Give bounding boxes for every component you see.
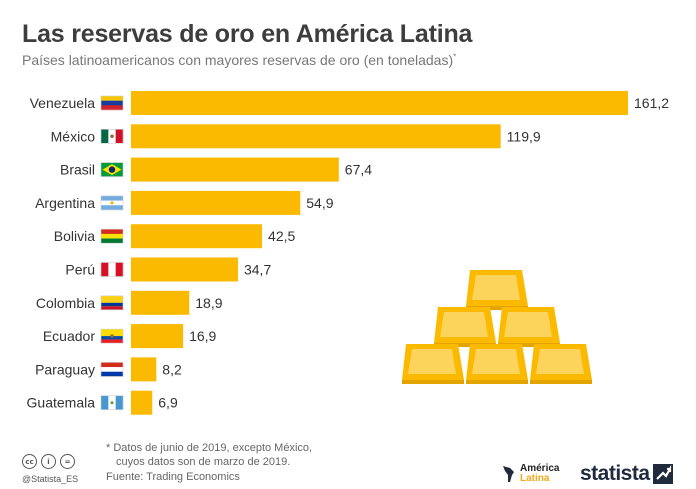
- bar-chart: Venezuela 161,2 México 119,9 Brasil 67,4 Argen…: [27, 91, 669, 415]
- latin-america-map-icon: [503, 466, 514, 482]
- bar-mexico: [131, 124, 501, 149]
- value-label-venezuela: 161,2: [634, 95, 669, 111]
- value-label-mexico: 119,9: [507, 128, 541, 144]
- value-label-bolivia: 42,5: [268, 228, 295, 244]
- category-label-venezuela: Venezuela: [30, 95, 96, 111]
- value-label-ecuador: 16,9: [189, 328, 216, 344]
- no-derivatives-icon: =: [60, 454, 75, 469]
- category-label-ecuador: Ecuador: [43, 328, 95, 344]
- paraguay-flag-icon: [100, 362, 124, 377]
- gold-bars-pyramid-icon: [402, 270, 592, 384]
- category-label-colombia: Colombia: [36, 295, 95, 311]
- footnote: * Datos de junio de 2019, excepto México…: [106, 441, 312, 469]
- bar-paraguay: [131, 357, 157, 382]
- attribution-icon: i: [41, 454, 56, 469]
- category-label-paraguay: Paraguay: [35, 361, 95, 377]
- peru-flag-icon: [100, 262, 124, 277]
- argentina-flag-icon: [100, 195, 124, 211]
- value-label-colombia: 18,9: [195, 295, 222, 311]
- america-text: América: [520, 463, 560, 474]
- creative-commons-icons: cc i =: [22, 454, 75, 469]
- category-label-peru: Perú: [65, 262, 95, 278]
- value-label-argentina: 54,9: [306, 195, 333, 211]
- bar-colombia: [131, 290, 190, 315]
- value-label-peru: 34,7: [244, 262, 271, 278]
- america-latina-text: América Latina: [520, 464, 559, 484]
- brazil-flag-icon: [100, 162, 124, 177]
- venezuela-flag-icon: [100, 95, 124, 111]
- bar-argentina: [131, 190, 301, 215]
- america-latina-logo: América Latina: [502, 462, 564, 484]
- mexico-flag-icon: [100, 129, 124, 144]
- bolivia-flag-icon: [100, 228, 124, 244]
- latina-text: Latina: [520, 473, 550, 484]
- colombia-flag-icon: [100, 295, 124, 311]
- footnote-line-1: * Datos de junio de 2019, excepto México…: [106, 442, 313, 454]
- value-label-paraguay: 8,2: [162, 361, 182, 377]
- value-label-guatemala: 6,9: [158, 395, 178, 411]
- bar-peru: [131, 257, 238, 282]
- category-label-mexico: México: [51, 128, 96, 144]
- chart-title: Las reservas de oro en América Latina: [22, 20, 473, 48]
- ecuador-flag-icon: [100, 328, 124, 344]
- statista-handle[interactable]: @Statista_ES: [22, 474, 79, 484]
- cc-icon: cc: [22, 454, 37, 469]
- category-label-brasil: Brasil: [60, 162, 95, 178]
- source-text: Fuente: Trading Economics: [106, 471, 240, 483]
- category-label-argentina: Argentina: [35, 195, 95, 211]
- bar-ecuador: [131, 324, 184, 349]
- footnote-line-2: cuyos datos son de marzo de 2019.: [116, 456, 291, 468]
- bar-guatemala: [131, 390, 153, 415]
- bar-bolivia: [131, 224, 263, 249]
- guatemala-flag-icon: [100, 395, 124, 411]
- bar-rows: Venezuela 161,2 México 119,9 Brasil 67,4 Argen…: [27, 91, 669, 415]
- bar-venezuela: [131, 91, 628, 115]
- statista-logo[interactable]: statista: [580, 462, 673, 486]
- chart-subtitle: Países latinoamericanos con mayores rese…: [22, 52, 456, 68]
- value-label-brasil: 67,4: [345, 162, 372, 178]
- statista-wordmark: statista: [580, 462, 650, 485]
- subtitle-footnote-mark: *: [453, 52, 457, 62]
- statista-mark-icon: [652, 464, 673, 484]
- category-label-bolivia: Bolivia: [54, 228, 95, 244]
- category-label-guatemala: Guatemala: [27, 395, 96, 411]
- bar-brasil: [131, 157, 339, 182]
- subtitle-text: Países latinoamericanos con mayores rese…: [22, 52, 454, 68]
